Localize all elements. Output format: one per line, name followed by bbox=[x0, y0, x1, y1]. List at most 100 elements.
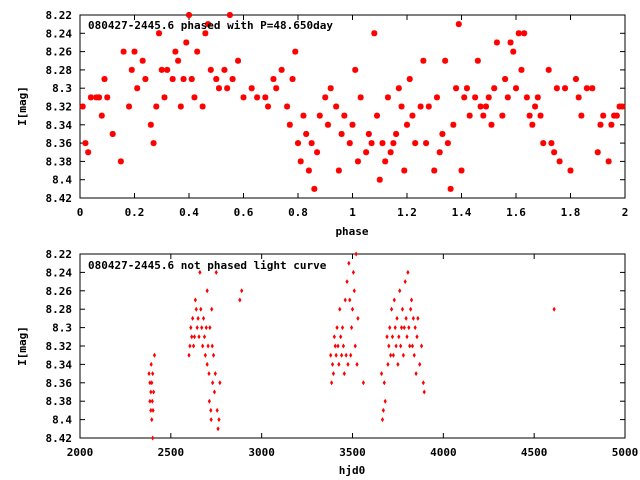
phased-data-point bbox=[518, 66, 525, 73]
phased-data-point bbox=[180, 76, 187, 83]
unphased-y-tick-label: 8.32 bbox=[46, 340, 73, 353]
phased-data-point bbox=[273, 85, 280, 92]
phased-data-point bbox=[384, 94, 391, 101]
unphased-data-point bbox=[405, 334, 409, 340]
phased-y-tick-label: 8.3 bbox=[52, 82, 72, 95]
unphased-data-point bbox=[409, 306, 413, 312]
phased-data-point bbox=[515, 30, 522, 37]
phased-x-tick-label: 0.8 bbox=[288, 206, 308, 219]
phased-data-point bbox=[205, 21, 212, 28]
unphased-data-point bbox=[416, 315, 420, 321]
phased-y-tick-label: 8.24 bbox=[46, 27, 73, 40]
unphased-data-point bbox=[401, 352, 405, 358]
phased-data-point bbox=[363, 149, 370, 156]
phased-x-tick-label: 1.4 bbox=[452, 206, 472, 219]
unphased-data-point bbox=[211, 380, 215, 386]
unphased-data-point bbox=[207, 371, 211, 377]
unphased-data-point bbox=[190, 334, 194, 340]
unphased-data-point bbox=[335, 325, 339, 331]
unphased-data-point bbox=[408, 343, 412, 349]
unphased-data-point bbox=[339, 334, 343, 340]
phased-data-point bbox=[338, 130, 345, 137]
unphased-data-point bbox=[151, 407, 155, 413]
phased-data-point bbox=[453, 85, 460, 92]
phased-data-point bbox=[202, 30, 209, 37]
phased-data-point bbox=[240, 94, 247, 101]
phased-data-point bbox=[504, 94, 511, 101]
phased-data-point bbox=[229, 76, 236, 83]
unphased-data-point bbox=[210, 306, 214, 312]
unphased-data-point bbox=[355, 361, 359, 367]
phased-data-point bbox=[194, 48, 201, 55]
phased-data-point bbox=[142, 76, 149, 83]
phased-data-point bbox=[172, 48, 179, 55]
phased-data-point bbox=[96, 94, 103, 101]
unphased-data-point bbox=[331, 371, 336, 377]
unphased-data-point bbox=[412, 352, 416, 358]
phased-data-point bbox=[485, 94, 492, 101]
phased-data-point bbox=[480, 112, 487, 119]
unphased-data-point bbox=[216, 426, 220, 432]
phased-data-point bbox=[314, 149, 321, 156]
phased-x-tick-label: 0.6 bbox=[234, 206, 254, 219]
phased-y-tick-labels: 8.22 8.24 8.26 8.28 8.3 8.32 8.34 8.36 8.38 8.4 8.… bbox=[46, 9, 73, 205]
unphased-data-point bbox=[418, 361, 422, 367]
phased-data-point bbox=[597, 121, 604, 128]
unphased-data-point bbox=[329, 352, 333, 358]
unphased-data-point bbox=[148, 398, 152, 404]
unphased-data-point bbox=[149, 389, 153, 395]
phased-data-point bbox=[98, 112, 105, 119]
phased-data-point bbox=[499, 112, 506, 119]
unphased-data-point bbox=[410, 343, 415, 349]
phased-data-point bbox=[433, 94, 440, 101]
unphased-data-point bbox=[413, 325, 417, 331]
unphased-data-point bbox=[213, 371, 217, 377]
unphased-data-point bbox=[399, 325, 404, 331]
phased-data-point bbox=[488, 121, 495, 128]
phased-data-point bbox=[534, 94, 541, 101]
unphased-data-point bbox=[209, 407, 213, 413]
unphased-data-point bbox=[385, 334, 389, 340]
unphased-data-point bbox=[388, 325, 392, 331]
unphased-data-point bbox=[343, 297, 347, 303]
phased-data-point bbox=[376, 176, 383, 183]
phased-data-point bbox=[578, 112, 585, 119]
unphased-light-curve-panel: 2000 2500 3000 3500 4000 4500 5000 8.228.248.2… bbox=[16, 248, 638, 477]
phased-data-point bbox=[183, 39, 190, 46]
unphased-data-point bbox=[345, 279, 349, 285]
unphased-y-tick-labels: 8.22 8.24 8.26 8.28 8.3 8.32 8.34 8.36 8.38 8.4 8.… bbox=[46, 248, 73, 445]
phased-data-point bbox=[305, 167, 312, 174]
unphased-x-tick-labels: 2000 2500 3000 3500 4000 4500 5000 bbox=[67, 446, 639, 459]
phased-data-point bbox=[224, 85, 231, 92]
phased-data-point bbox=[483, 103, 490, 110]
unphased-data-point bbox=[196, 315, 200, 321]
unphased-data-point bbox=[338, 306, 342, 312]
phased-data-point bbox=[521, 30, 528, 37]
unphased-data-point bbox=[151, 371, 155, 377]
unphased-data-point bbox=[340, 352, 344, 358]
unphased-data-point bbox=[411, 315, 415, 321]
phased-data-point bbox=[126, 103, 133, 110]
unphased-x-tick-label: 3500 bbox=[339, 446, 366, 459]
phased-data-point bbox=[444, 140, 451, 147]
phased-data-point bbox=[379, 140, 386, 147]
phased-data-point bbox=[324, 121, 331, 128]
unphased-data-point bbox=[389, 306, 394, 312]
phased-data-point bbox=[191, 94, 198, 101]
phased-data-point bbox=[134, 85, 141, 92]
unphased-y-tick-label: 8.36 bbox=[46, 377, 73, 390]
unphased-data-point bbox=[383, 398, 387, 404]
phased-data-point bbox=[295, 140, 301, 147]
phased-data-point bbox=[158, 66, 165, 73]
unphased-data-point bbox=[200, 325, 204, 331]
unphased-data-point bbox=[349, 352, 353, 358]
phased-data-point bbox=[450, 121, 457, 128]
phased-data-point bbox=[303, 130, 310, 137]
unphased-data-point bbox=[199, 306, 203, 312]
unphased-y-tick-label: 8.34 bbox=[46, 358, 73, 371]
phased-data-point bbox=[335, 167, 342, 174]
phased-data-point bbox=[613, 112, 620, 119]
unphased-data-point bbox=[400, 306, 405, 312]
phased-data-point bbox=[226, 12, 233, 18]
